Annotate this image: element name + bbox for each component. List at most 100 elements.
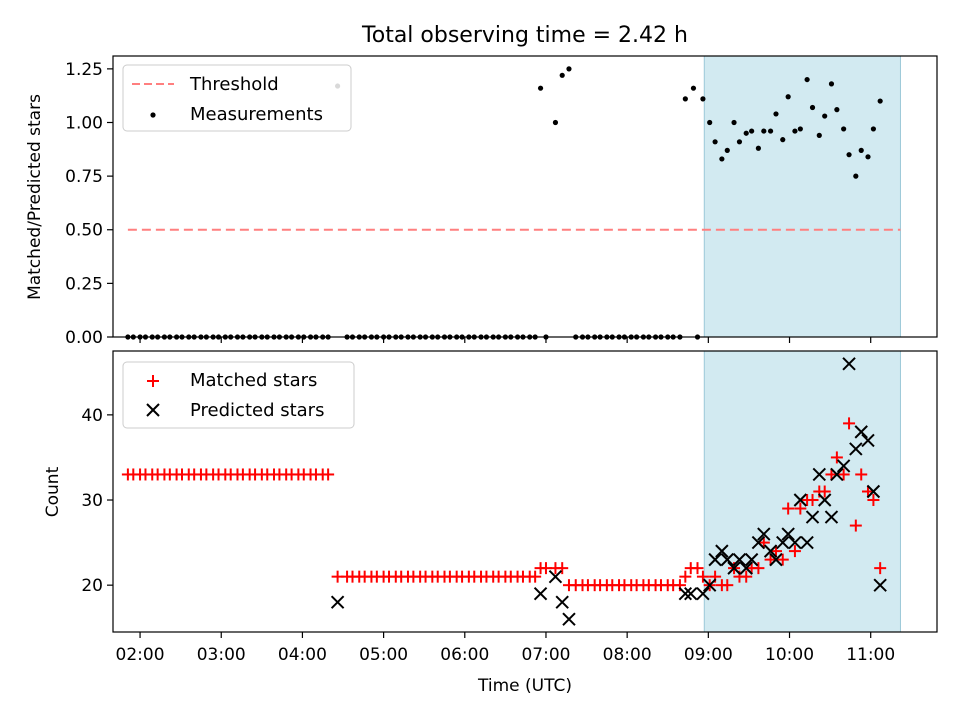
predicted-stars-point [836,459,851,473]
measurement-point [761,128,767,134]
predicted-stars-point [817,493,832,507]
predicted-stars-point [757,527,771,541]
matched-stars-point [691,562,704,575]
top-y-tick-label: 0.25 [65,274,103,294]
top-y-tick-label: 0.75 [65,167,103,187]
measurement-point [743,130,749,136]
measurement-point [552,119,559,126]
top-legend-box [122,64,352,132]
measurement-point [804,76,810,83]
measurement-point [870,126,877,132]
bottom-y-ticks: 20 30 40 [81,406,113,596]
measurement-point [877,98,883,104]
x-tick-label: 10:00 [765,645,814,665]
matched-stars-point [874,562,887,575]
predicted-stars-point [720,552,734,567]
x-tick-label: 03:00 [197,645,246,665]
measurement-point [797,126,803,132]
predicted-stars-point [781,527,795,541]
legend-matched-label: Matched stars [190,370,317,391]
x-axis-label: Time (UTC) [477,676,572,696]
measurement-point [846,152,852,158]
predicted-stars-point [854,425,868,439]
measurement-point [566,66,572,72]
legend-measurements-swatch [150,112,156,118]
predicted-stars-point [793,493,808,507]
predicted-stars-point [824,510,839,524]
predicted-stars-point [548,569,563,584]
measurement-point [724,147,730,153]
matched-stars-point [855,468,868,481]
predicted-stars-point [562,612,576,626]
predicted-stars-point [727,561,741,575]
predicted-stars-point [776,535,790,550]
matched-stars-point [849,519,862,532]
measurement-point [822,113,828,119]
bottom-x-ticks: 02:00 03:00 04:00 05:00 06:00 07:00 08:00 09:00… [116,632,895,665]
bottom-y-tick-label: 20 [81,576,103,596]
measurement-point [731,119,737,126]
measurement-point [773,111,779,117]
predicted-stars-point [849,442,863,456]
predicted-stars-point [830,467,844,482]
top-y-axis-label: Matched/Predicted stars [25,94,45,300]
predicted-stars-point [805,510,820,524]
predicted-stars-point [708,552,722,567]
predicted-stars-point [812,467,826,482]
predicted-stars-point [715,544,729,558]
predicted-stars-point [873,578,887,592]
matched-stars-point [322,468,335,481]
measurement-point [816,132,822,138]
predicted-stars-point [533,586,548,601]
measurement-point [767,128,774,134]
matched-stars-point [867,494,880,507]
predicted-stars-point [684,586,698,601]
measurement-point [809,104,816,111]
matched-stars-point [782,502,795,515]
legend-predicted-label: Predicted stars [190,400,324,421]
measurement-point [682,96,688,102]
matched-stars-point [776,553,789,566]
measurement-point [712,139,718,145]
legend-measurements-label: Measurements [190,104,323,125]
measurement-point [749,128,755,134]
top-axes-frame [112,55,938,338]
predicted-stars-point [732,552,747,567]
predicted-stars-point [751,535,766,550]
matched-stars-point [788,545,801,558]
matched-stars-point [679,570,692,583]
measurement-point [828,81,835,87]
predicted-stars-point [678,586,693,601]
predicted-stars-point [696,586,710,601]
matched-stars-point [752,562,765,575]
matched-stars-point [529,570,542,583]
measurement-point [559,72,565,78]
x-tick-label: 09:00 [684,645,733,665]
bottom-y-axis-label: Count [43,466,63,517]
predicted-stars-point [800,535,814,550]
matched-stars-point [818,485,831,498]
matched-stars-point [721,579,734,592]
matched-stars-point [837,468,850,481]
legend-predicted-swatch [146,403,160,417]
x-tick-label: 11:00 [846,645,895,665]
predicted-stars-point [739,561,753,575]
bottom-y-tick-label: 30 [81,491,103,511]
predicted-stars-point [330,595,345,609]
bottom-y-tick-label: 40 [81,406,103,426]
legend-matched-swatch [147,375,159,387]
predicted-stars-point [702,578,717,592]
measurement-point [736,139,743,145]
top-y-tick-label: 1.25 [65,60,103,80]
bottom-axes-frame [112,350,938,633]
predicted-stars-point [866,484,881,499]
top-y-tick-label: 0.50 [65,221,103,241]
x-tick-label: 06:00 [440,645,489,665]
top-observing-window-shade [703,55,901,338]
bottom-series [121,357,887,626]
top-y-ticks: 0.00 0.25 0.50 0.75 1.00 1.25 [65,60,113,348]
measurement-point [707,119,713,126]
predicted-stars-point [842,357,856,371]
predicted-stars-point [788,535,802,550]
